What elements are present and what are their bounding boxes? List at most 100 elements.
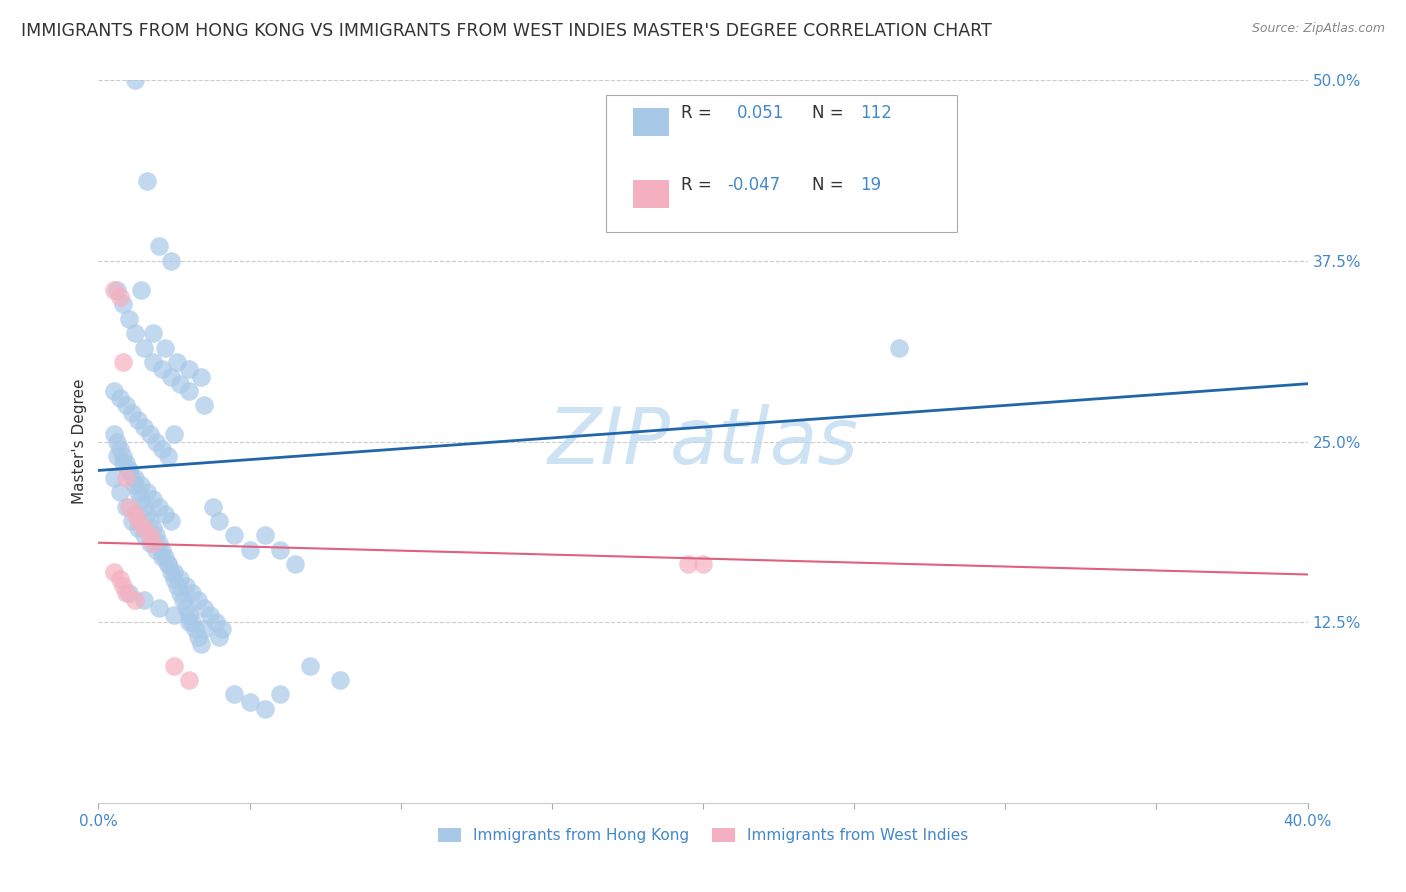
Point	[111, 449, 134, 463]
Y-axis label: Master's Degree: Master's Degree	[72, 379, 87, 504]
Point	[114, 586, 136, 600]
Point	[103, 427, 125, 442]
Point	[127, 521, 149, 535]
FancyBboxPatch shape	[606, 95, 957, 232]
Point	[190, 637, 212, 651]
Point	[135, 174, 157, 188]
Text: ZIPatlas: ZIPatlas	[547, 403, 859, 480]
Point	[118, 311, 141, 326]
Point	[105, 449, 128, 463]
Point	[139, 528, 162, 542]
Point	[114, 500, 136, 514]
Point	[160, 369, 183, 384]
Point	[135, 485, 157, 500]
Point	[169, 572, 191, 586]
Point	[284, 558, 307, 572]
Point	[108, 485, 131, 500]
Point	[676, 558, 699, 572]
Point	[132, 593, 155, 607]
Point	[129, 478, 152, 492]
Point	[124, 73, 146, 87]
Point	[121, 406, 143, 420]
Point	[156, 558, 179, 572]
Point	[172, 593, 194, 607]
Point	[142, 492, 165, 507]
Text: IMMIGRANTS FROM HONG KONG VS IMMIGRANTS FROM WEST INDIES MASTER'S DEGREE CORRELA: IMMIGRANTS FROM HONG KONG VS IMMIGRANTS …	[21, 22, 991, 40]
Point	[132, 521, 155, 535]
Point	[269, 687, 291, 701]
Point	[132, 341, 155, 355]
Point	[205, 615, 228, 630]
Point	[211, 623, 233, 637]
Point	[111, 355, 134, 369]
Point	[145, 434, 167, 449]
Text: 112: 112	[860, 103, 891, 122]
Point	[202, 500, 225, 514]
Point	[163, 607, 186, 622]
Point	[132, 500, 155, 514]
Point	[103, 470, 125, 484]
Point	[166, 355, 188, 369]
Point	[153, 507, 176, 521]
Point	[224, 528, 246, 542]
Point	[160, 514, 183, 528]
Point	[239, 542, 262, 557]
FancyBboxPatch shape	[633, 180, 669, 208]
Point	[239, 695, 262, 709]
Point	[148, 239, 170, 253]
Legend: Immigrants from Hong Kong, Immigrants from West Indies: Immigrants from Hong Kong, Immigrants fr…	[432, 822, 974, 849]
Point	[253, 528, 276, 542]
Point	[118, 463, 141, 477]
Point	[179, 615, 201, 630]
Point	[121, 470, 143, 484]
Point	[132, 420, 155, 434]
Point	[142, 326, 165, 340]
Point	[174, 579, 197, 593]
Point	[224, 687, 246, 701]
Point	[129, 492, 152, 507]
Point	[187, 593, 209, 607]
Point	[153, 341, 176, 355]
Point	[103, 283, 125, 297]
Point	[163, 658, 186, 673]
Point	[111, 456, 134, 470]
Point	[124, 507, 146, 521]
Point	[124, 593, 146, 607]
Point	[193, 623, 215, 637]
Point	[108, 391, 131, 405]
Point	[114, 398, 136, 412]
Point	[181, 615, 204, 630]
Point	[148, 600, 170, 615]
Point	[129, 283, 152, 297]
Point	[139, 427, 162, 442]
Point	[127, 485, 149, 500]
Point	[253, 702, 276, 716]
Point	[179, 384, 201, 398]
Point	[132, 528, 155, 542]
Point	[181, 586, 204, 600]
Point	[150, 362, 173, 376]
Point	[127, 514, 149, 528]
Point	[184, 623, 207, 637]
Point	[118, 586, 141, 600]
Point	[150, 542, 173, 557]
Text: -0.047: -0.047	[727, 176, 780, 194]
FancyBboxPatch shape	[633, 108, 669, 136]
Point	[299, 658, 322, 673]
Point	[105, 283, 128, 297]
Text: R =: R =	[682, 103, 711, 122]
Point	[105, 434, 128, 449]
Point	[150, 550, 173, 565]
Text: 19: 19	[860, 176, 882, 194]
Point	[145, 542, 167, 557]
Point	[692, 558, 714, 572]
Text: Source: ZipAtlas.com: Source: ZipAtlas.com	[1251, 22, 1385, 36]
Point	[169, 376, 191, 391]
Point	[156, 558, 179, 572]
Point	[329, 673, 352, 687]
Point	[208, 514, 231, 528]
Point	[200, 607, 222, 622]
Point	[121, 514, 143, 528]
Point	[114, 470, 136, 484]
Point	[190, 369, 212, 384]
